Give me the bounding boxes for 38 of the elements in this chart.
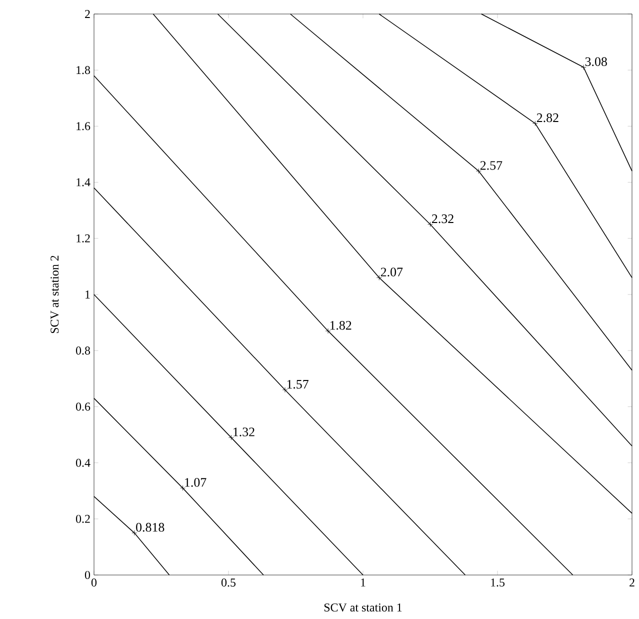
point — [476, 168, 482, 174]
annotation: 3.08 — [585, 57, 607, 66]
y-tick-label: 1.8 — [76, 66, 90, 74]
annotation: 2.32 — [432, 214, 454, 224]
x-axis-title: SCV at station 1 — [324, 603, 402, 612]
y-tick-label: 1.4 — [76, 178, 90, 186]
point — [580, 64, 586, 70]
annotation: 2.07 — [380, 268, 403, 276]
point — [132, 530, 138, 536]
point — [325, 328, 331, 334]
point — [180, 485, 186, 491]
y-tick-label: 1 — [86, 290, 90, 298]
x-tick-label: 1.5 — [491, 578, 505, 587]
annotation: 1.07 — [185, 478, 206, 487]
point — [282, 387, 288, 393]
x-tick-label: 0 — [91, 578, 97, 587]
y-tick-label: 1.2 — [76, 234, 90, 242]
point — [228, 434, 234, 440]
x-tick-label: 0.5 — [221, 578, 236, 587]
y-tick-label: 0.2 — [76, 514, 90, 523]
annotation: 1.57 — [287, 380, 308, 389]
x-tick-label: 1 — [361, 578, 366, 586]
y-tick-label: 2 — [85, 10, 90, 18]
y-axis-title: SCV at station 2 — [50, 256, 59, 334]
annotation: 1.82 — [330, 320, 352, 330]
y-tick-label: 1.6 — [76, 122, 90, 130]
annotation: 0.818 — [136, 522, 164, 532]
annotation: 2.82 — [536, 113, 558, 122]
annotation: 2.57 — [480, 161, 502, 170]
y-tick-label: 0.8 — [76, 346, 90, 355]
x-tick-label: 2 — [630, 578, 634, 586]
point — [428, 222, 433, 228]
y-tick-label: 0.6 — [76, 402, 90, 411]
y-tick-label: 0 — [84, 570, 90, 580]
annotation: 1.32 — [234, 428, 254, 436]
y-tick-label: 0.4 — [76, 458, 90, 467]
point — [376, 274, 382, 280]
point — [532, 120, 538, 126]
